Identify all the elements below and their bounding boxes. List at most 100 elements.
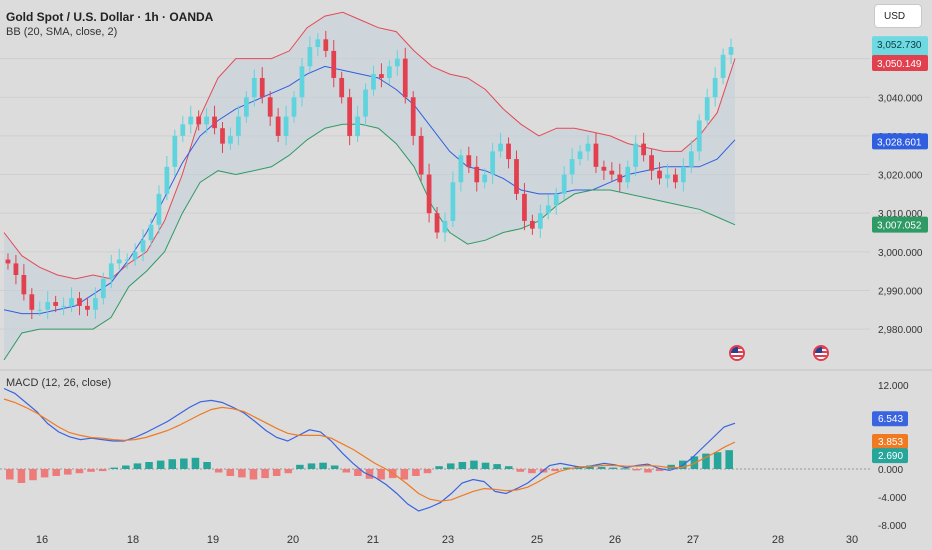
currency-button[interactable]: USD [874,4,922,28]
macd-line [3,387,736,512]
macd-histogram-bar [284,469,293,474]
bb-upper-line [3,11,736,280]
macd-histogram-bar [296,464,304,469]
candle-body [633,143,639,167]
candle-body [172,135,178,167]
candle-body [243,97,249,117]
candle-body [442,220,448,233]
macd-histogram-bar [203,462,211,469]
candle-body [657,170,662,179]
candle-body [577,151,583,160]
bb-basis-line [3,65,736,315]
macd-histogram-bar [168,459,177,469]
candle-body [673,174,678,183]
macd-badge-value: 2.690 [878,451,903,462]
bb-lower-line [3,123,736,361]
macd-histogram-bar [214,469,223,473]
price-badge [872,55,928,72]
macd-histogram-bar [52,469,60,476]
x-tick-label: 19 [207,534,219,546]
macd-histogram-bar [481,462,490,469]
macd-histogram-bar [133,463,142,469]
candle-body [386,66,392,78]
candle-body [688,151,694,167]
candle-body [434,213,440,233]
candle-body [569,159,575,175]
bollinger-bands-label[interactable]: BB (20, SMA, close, 2) [6,26,118,38]
price-badge [872,133,928,150]
macd-histogram-bar [330,465,339,469]
macd-histogram-bar [191,457,200,469]
macd-histogram-bar [412,469,420,476]
candle-body [212,116,217,129]
candle-body [220,128,225,144]
candle-body [720,54,726,78]
macd-histogram-bar [64,469,72,475]
x-tick-label: 20 [287,534,299,546]
candle-body [251,77,257,98]
bollinger-band-fill [4,12,735,361]
macd-histogram-bar [725,450,733,469]
macd-histogram-bar [400,469,409,480]
macd-histogram-bar [261,469,269,479]
bollinger-band-lines [3,11,736,361]
candle-body [339,77,345,98]
macd-badge-value: 3.853 [878,437,903,448]
us-flag-event-icon[interactable] [729,345,745,361]
macd-histogram-bar [238,469,246,478]
candle-body [617,174,623,183]
candle-body [61,305,66,307]
macd-lines [3,387,736,512]
macd-tick-label: -8.000 [878,521,907,532]
macd-histogram-bar [713,452,722,469]
macd-histogram-bar [40,469,49,478]
candle-body [490,151,496,175]
candle-body [323,39,329,51]
candle-body [196,116,202,125]
price-badges: 3,052.73014:353,050.1493,028.6013,007.05… [872,36,928,464]
macd-histogram-bar [377,469,385,480]
macd-histogram-bar [609,467,617,469]
candle-body [140,240,146,252]
candle-body [394,58,400,67]
macd-histogram [6,450,733,483]
price-tick-label: 3,000.000 [878,248,923,259]
candle-body [156,193,162,225]
x-tick-label: 18 [127,534,139,546]
candle-body [609,170,615,175]
candle-body [69,298,74,306]
candle-body [545,205,551,214]
macd-histogram-bar [528,469,536,474]
macd-histogram-bar [87,469,95,472]
candle-body [450,182,456,221]
candle-body [601,166,607,171]
x-tick-label: 23 [442,534,454,546]
candle-body [331,50,337,78]
us-flag-event-icon[interactable] [813,345,829,361]
candle-body [522,193,527,221]
candle-body [466,155,472,167]
candle-body [315,39,321,48]
price-tick-label: 2,990.000 [878,286,923,297]
macd-histogram-bar [156,460,165,469]
candle-body [283,116,289,136]
candle-body [45,302,51,310]
candle-body [402,58,408,98]
candle-body [108,263,114,279]
candle-body [641,143,647,156]
macd-histogram-bar [470,460,478,469]
candle-body [37,309,43,311]
x-tick-label: 30 [846,534,858,546]
macd-histogram-bar [307,463,316,469]
macd-label[interactable]: MACD (12, 26, close) [6,377,112,389]
price-badge [872,216,928,233]
chart-title: Gold Spot / U.S. Dollar · 1h · OANDA [6,10,214,24]
macd-histogram-bar [644,469,652,473]
macd-badge-value: 6.543 [878,414,903,425]
macd-histogram-bar [632,469,641,471]
macd-histogram-bar [504,466,513,469]
candle-body [728,47,734,55]
macd-histogram-bar [562,467,571,469]
macd-histogram-bar [702,453,710,469]
